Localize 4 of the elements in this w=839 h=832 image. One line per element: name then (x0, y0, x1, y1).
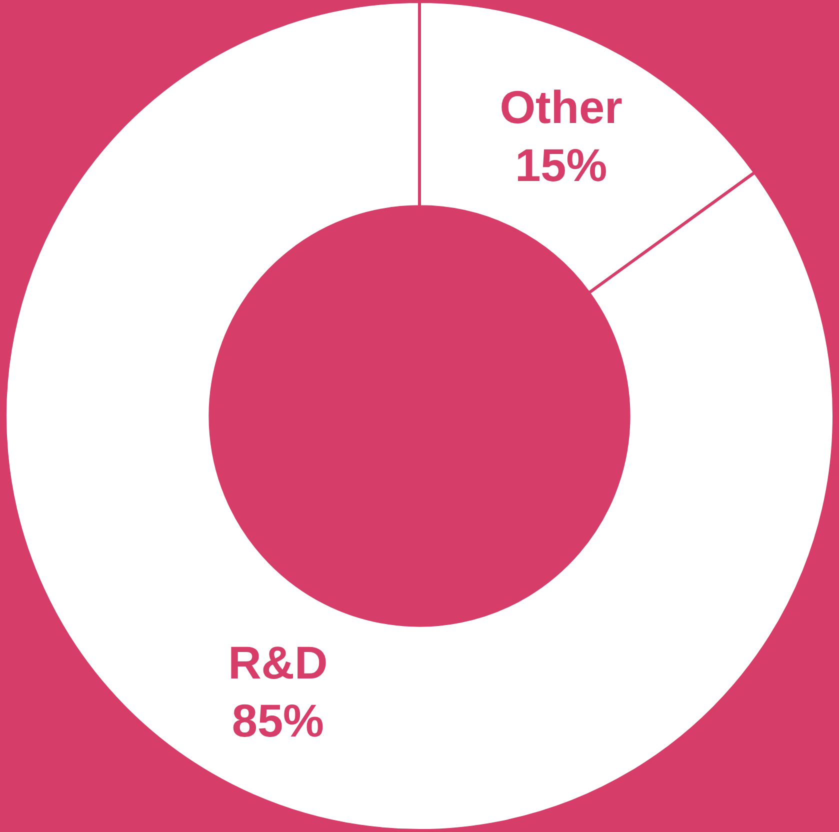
slice-label: R&D (228, 636, 328, 689)
data-label: 15% (515, 138, 608, 191)
slice-label: Other (500, 80, 623, 133)
data-label: 85% (232, 694, 324, 747)
